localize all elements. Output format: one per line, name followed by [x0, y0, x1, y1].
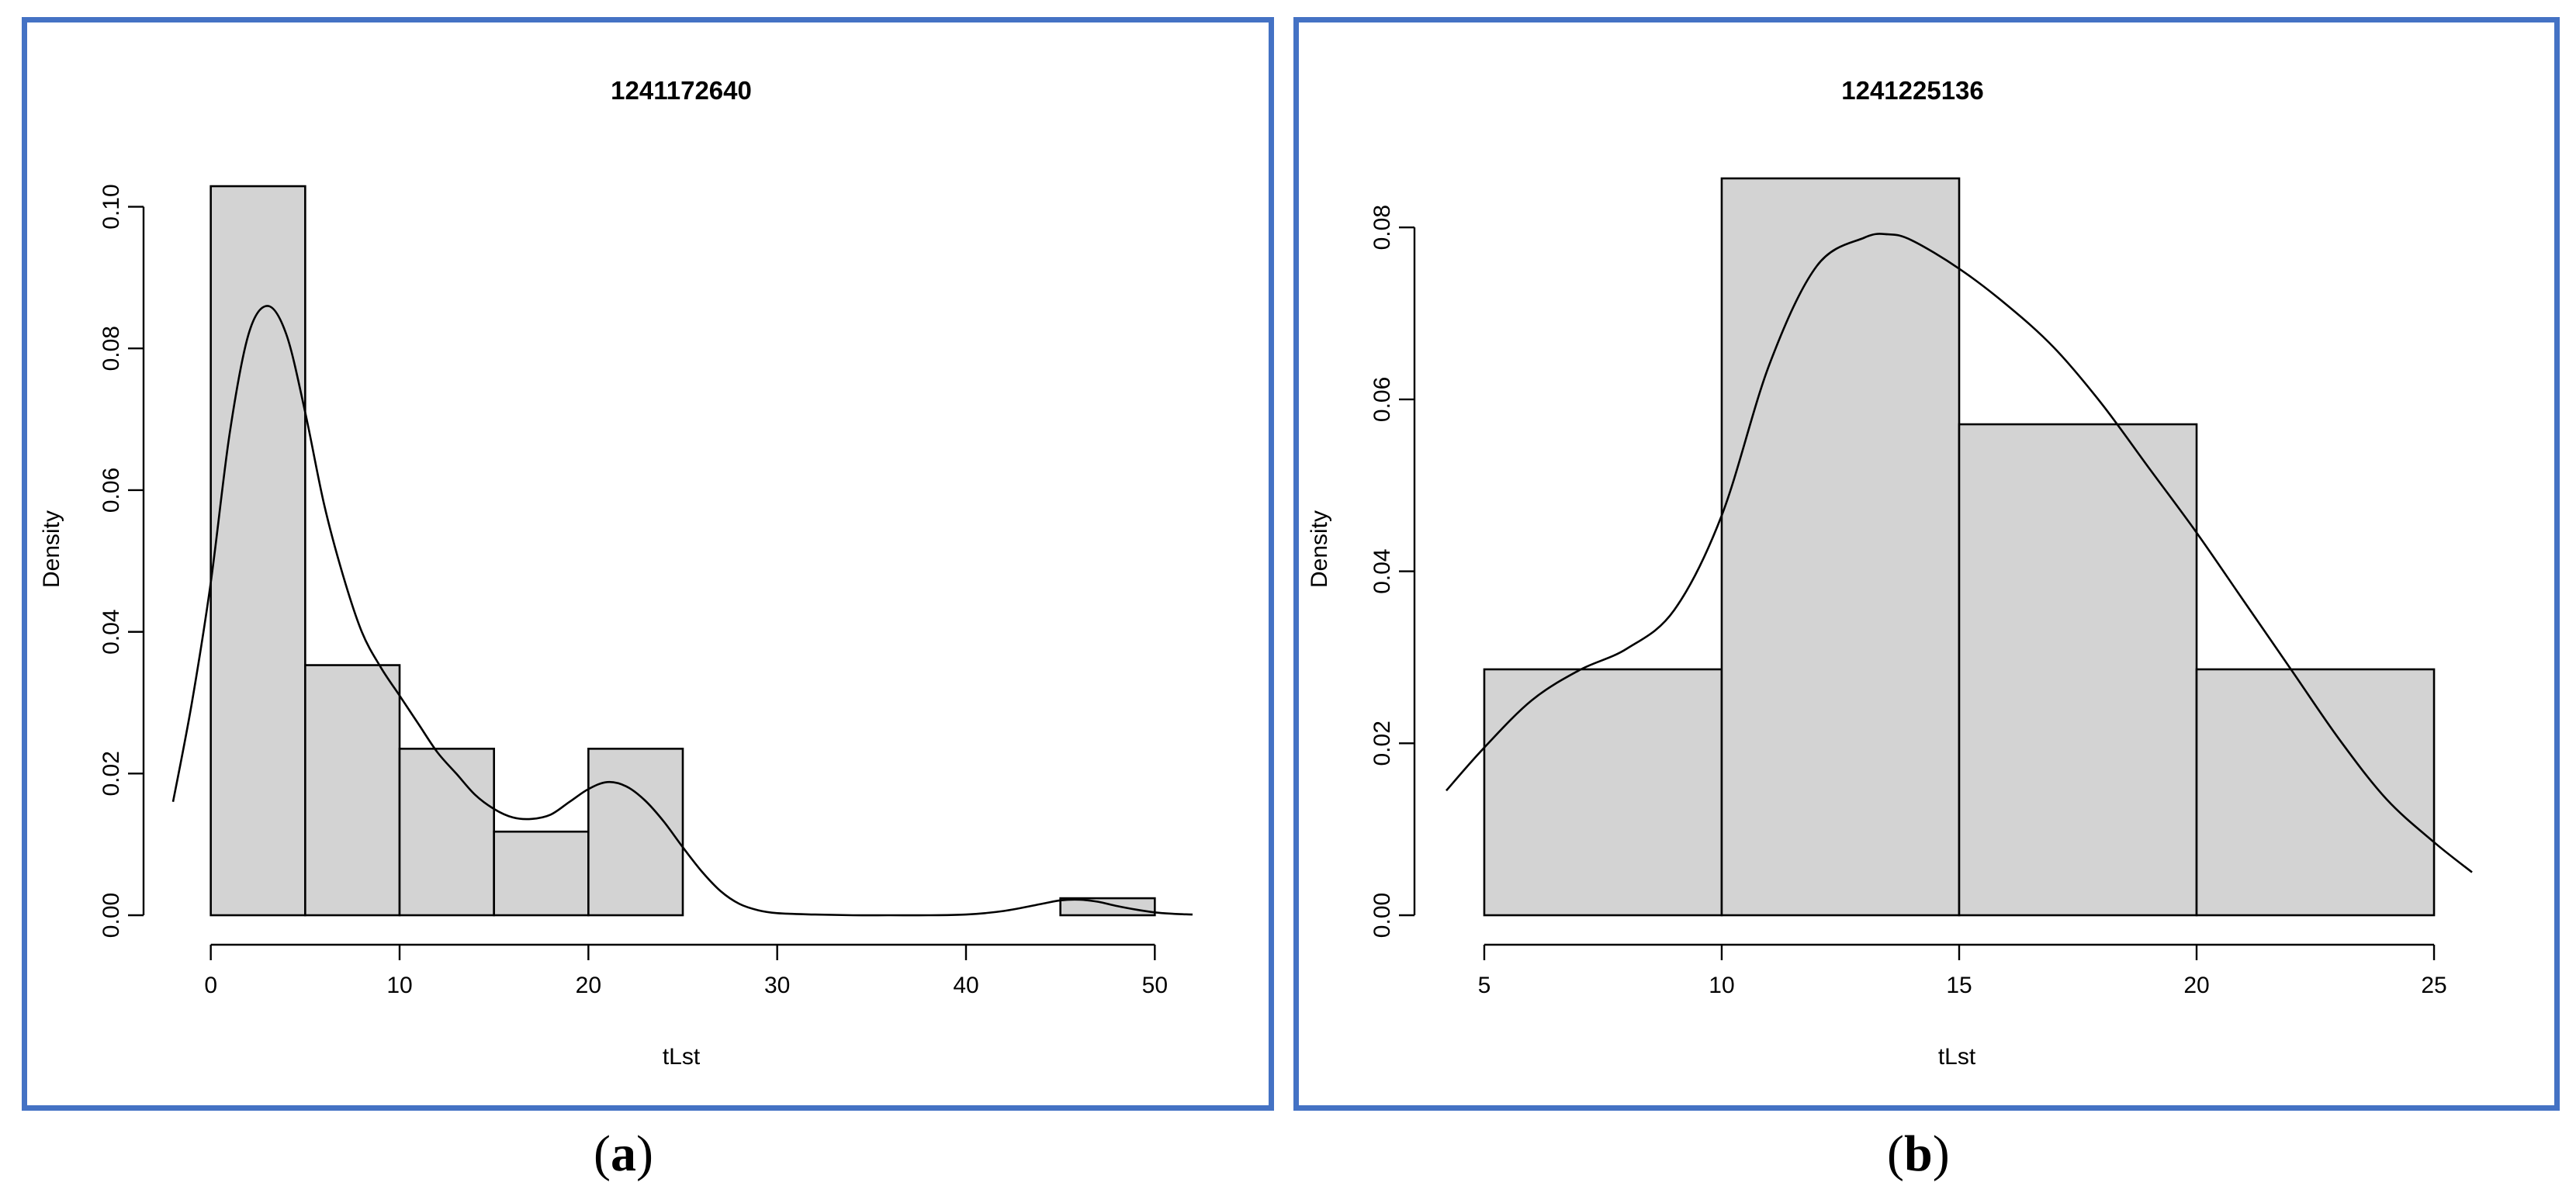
caption-b-letter: b — [1903, 1125, 1933, 1182]
chart-a-bar-1 — [304, 664, 401, 917]
chart-a-ylabel: Density — [39, 510, 64, 588]
caption-a: (a) — [594, 1125, 653, 1182]
caption-a-letter: a — [610, 1125, 636, 1182]
chart-a-bar-0 — [209, 185, 306, 917]
caption-b: (b) — [1887, 1125, 1950, 1182]
chart-a-title: 1241172640 — [611, 76, 752, 105]
chart-a-density-curve — [171, 305, 1193, 917]
chart-a-y-tick-label-1: 0.02 — [99, 751, 124, 796]
chart-a-x-tick-label-3: 30 — [764, 973, 790, 998]
chart-a-x-tick-label-2: 20 — [576, 973, 601, 998]
chart-a-x-tick-label-5: 50 — [1142, 973, 1168, 998]
chart-a-xlabel: tLst — [663, 1044, 701, 1070]
chart-a-bar-2 — [398, 748, 495, 917]
chart-a-bar-3 — [493, 830, 590, 917]
chart-a-y-tick-label-5: 0.10 — [99, 184, 124, 229]
chart-a-x-tick-label-1: 10 — [386, 973, 412, 998]
chart-a-y-tick-label-0: 0.00 — [99, 893, 124, 938]
chart-a-y-tick-label-3: 0.06 — [99, 468, 124, 513]
chart-a-y-tick-label-2: 0.04 — [99, 609, 124, 654]
chart-a-bar-4 — [587, 748, 684, 917]
chart-a-x-tick-label-0: 0 — [204, 973, 217, 998]
chart-a-x-tick-label-4: 40 — [953, 973, 978, 998]
chart-a-bar-5 — [1059, 897, 1156, 917]
chart-a-y-tick-label-4: 0.08 — [99, 326, 124, 371]
